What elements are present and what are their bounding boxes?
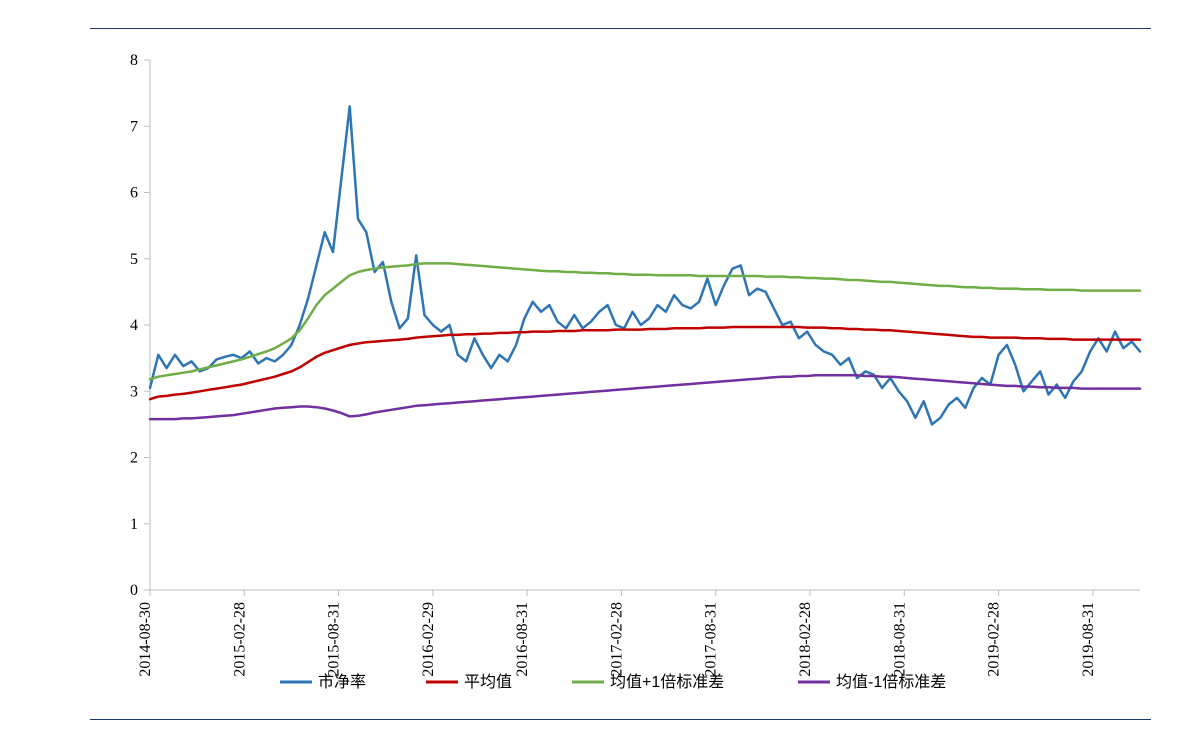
chart-svg: 0 1 2 3 4 5 6 7 8 2014-08-30 2015-02-28 2015-08-31 2… <box>90 50 1150 700</box>
x-tick-label: 2017-08-31 <box>703 602 720 677</box>
y-tick-label: 5 <box>130 251 138 268</box>
y-tick-label: 1 <box>130 516 138 533</box>
x-tick-label: 2019-02-28 <box>986 602 1003 677</box>
y-tick-label: 3 <box>130 383 138 400</box>
y-tick-label: 0 <box>130 582 138 599</box>
x-tick-label: 2015-02-28 <box>231 602 248 677</box>
x-tick-label: 2014-08-30 <box>137 602 154 677</box>
x-tick-label: 2018-08-31 <box>891 602 908 677</box>
y-tick-label: 6 <box>130 185 138 202</box>
bottom-rule <box>90 719 1151 720</box>
y-tick-label: 4 <box>130 317 138 334</box>
x-tick-label: 2016-08-31 <box>514 602 531 677</box>
legend-label-mean: 平均值 <box>464 673 512 691</box>
legend-label-plus1sd: 均值+1倍标准差 <box>610 673 724 691</box>
y-tick-label: 7 <box>130 118 138 135</box>
series-pb <box>150 106 1140 424</box>
x-tick-label: 2016-02-29 <box>420 602 437 677</box>
chart-container: 0 1 2 3 4 5 6 7 8 2014-08-30 2015-02-28 2015-08-31 2… <box>0 0 1191 730</box>
chart: 0 1 2 3 4 5 6 7 8 2014-08-30 2015-02-28 2015-08-31 2… <box>90 50 1150 700</box>
x-tick-label: 2015-08-31 <box>326 602 343 677</box>
x-tick-label: 2018-02-28 <box>797 602 814 677</box>
y-tick-label: 2 <box>130 450 138 467</box>
top-rule <box>90 28 1151 29</box>
legend-label-pb: 市净率 <box>318 673 366 691</box>
legend-label-minus1sd: 均值-1倍标准差 <box>836 673 946 691</box>
x-tick-label: 2017-02-28 <box>608 602 625 677</box>
y-tick-label: 8 <box>130 52 138 69</box>
x-tick-label: 2019-08-31 <box>1080 602 1097 677</box>
